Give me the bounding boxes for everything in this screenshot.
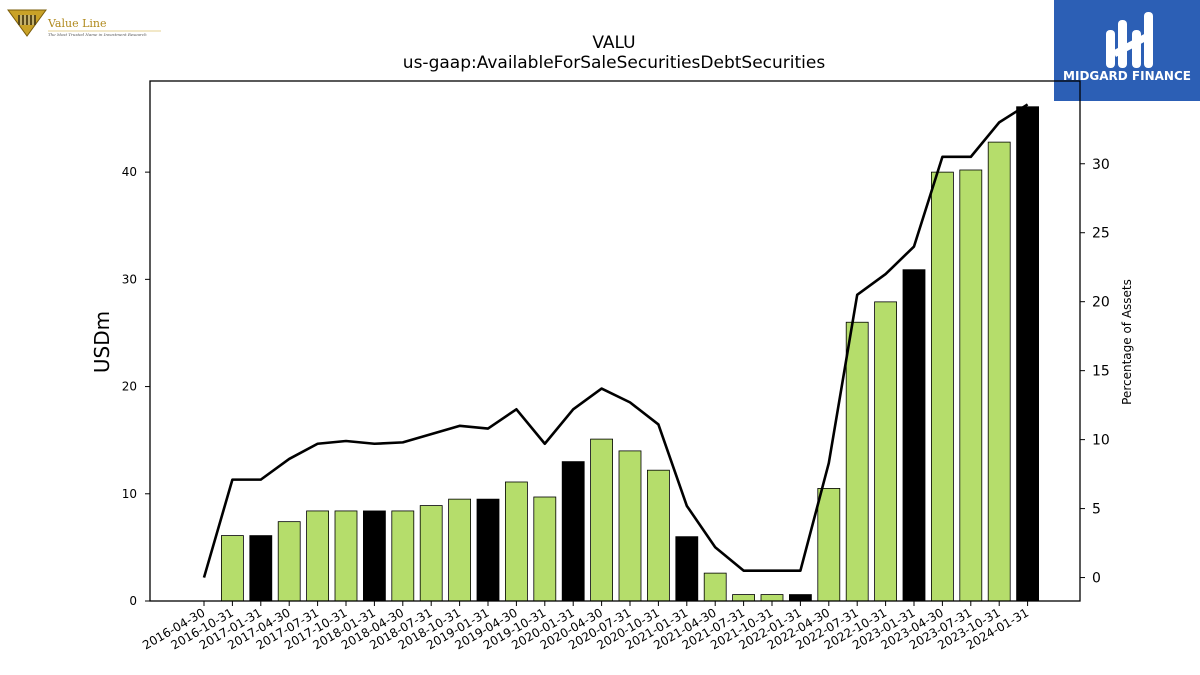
bar-2021-01-31 — [675, 536, 699, 602]
y2-tick-label: 20 — [1092, 295, 1110, 311]
bar-2023-10-31 — [987, 141, 1011, 602]
bar-2021-04-30 — [703, 572, 727, 602]
bars-group — [220, 106, 1039, 602]
y2-tick-label: 0 — [1092, 571, 1101, 587]
y-tick-label: 0 — [129, 594, 137, 608]
bar-2018-10-31 — [448, 498, 472, 602]
bar-2020-10-31 — [647, 469, 670, 602]
bar-2017-07-31 — [306, 510, 330, 602]
bar-2022-04-30 — [817, 488, 841, 602]
midgard-finance-logo-text: MIDGARD FINANCE — [1063, 69, 1191, 83]
y-tick-label: 30 — [122, 272, 137, 286]
bar-2017-04-30 — [277, 521, 301, 602]
bar-2018-01-31 — [362, 510, 386, 602]
value-line-tagline: The Most Trusted Name in Investment Rese… — [48, 32, 147, 37]
bar-2020-07-31 — [618, 450, 642, 602]
bar-2020-04-30 — [590, 438, 613, 602]
y-tick-label: 10 — [122, 487, 137, 501]
chart-title: VALU — [592, 33, 635, 53]
bar-2017-10-31 — [334, 510, 358, 602]
bar-2022-07-31 — [845, 321, 869, 602]
value-line-logo: Value Line The Most Trusted Name in Inve… — [6, 6, 166, 42]
bar-2018-07-31 — [419, 505, 443, 602]
percentage-of-assets-line — [202, 103, 1029, 578]
y-tick-label: 40 — [122, 165, 137, 179]
bar-2022-01-31 — [789, 594, 812, 602]
y2-tick-label: 30 — [1092, 157, 1110, 173]
bar-2022-10-31 — [874, 301, 897, 602]
y2-tick-label: 25 — [1092, 226, 1110, 242]
value-line-logo-text: Value Line — [47, 17, 107, 30]
y-tick-label: 20 — [122, 380, 137, 394]
chart-subtitle: us-gaap:AvailableForSaleSecuritiesDebtSe… — [403, 53, 826, 73]
bar-2024-01-31 — [1016, 106, 1039, 602]
bar-2020-01-31 — [561, 461, 585, 602]
axes-group: 0102030400510152025302016-04-302016-10-3… — [122, 80, 1110, 652]
bar-2023-01-31 — [902, 269, 926, 602]
y-axis-label: USDm — [90, 311, 114, 373]
bar-2019-04-30 — [504, 481, 528, 602]
bar-2023-04-30 — [931, 171, 954, 602]
bar-2018-04-30 — [391, 510, 415, 602]
bar-2017-01-31 — [249, 535, 273, 602]
y2-tick-label: 15 — [1092, 364, 1110, 380]
bar-2019-10-31 — [533, 496, 557, 602]
bar-2016-10-31 — [220, 535, 244, 602]
y2-tick-label: 10 — [1092, 433, 1110, 449]
bar-2023-07-31 — [959, 169, 983, 602]
y2-tick-label: 5 — [1092, 502, 1101, 518]
midgard-finance-logo: MIDGARD FINANCE — [1054, 0, 1200, 101]
bar-2019-01-31 — [476, 498, 500, 602]
bar-2021-07-31 — [732, 594, 755, 602]
line-group — [202, 103, 1029, 578]
bar-2021-10-31 — [760, 594, 784, 602]
plot-frame — [149, 80, 1081, 602]
y2-axis-label: Percentage of Assets — [1120, 279, 1134, 405]
